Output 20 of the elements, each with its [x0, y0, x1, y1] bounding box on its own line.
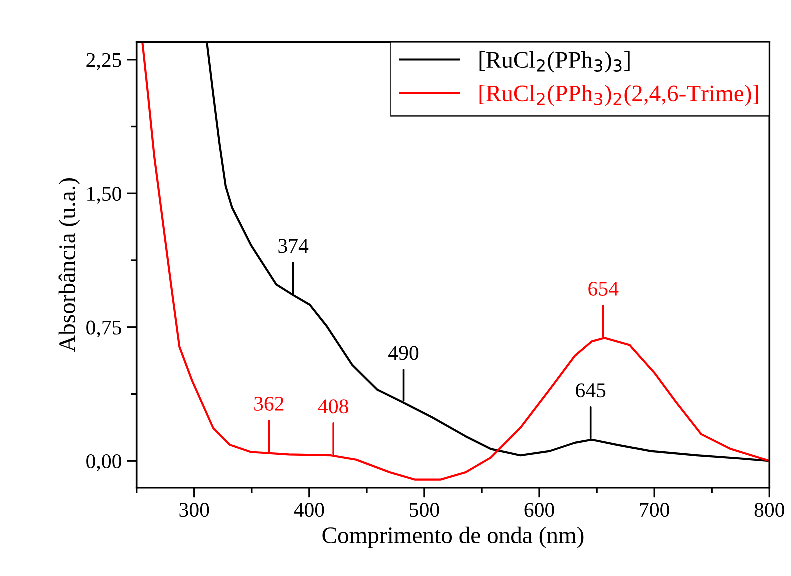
legend-label: [RuCl$_{2}$(PPh$_{3}$)$_{2}$(2,4,6-Trime)]	[480, 85, 758, 106]
annotation: 645	[576, 384, 606, 398]
legend-label: [RuCl$_{2}$(PPh$_{3}$)$_{3}$]	[480, 51, 630, 73]
y-axis-title: Absorbância (u.a.)	[58, 178, 80, 352]
x-tick-label: 400	[294, 503, 324, 518]
x-tick-label: 500	[410, 503, 440, 518]
annotation: 362	[254, 396, 284, 411]
x-axis-title: Comprimento de onda (nm)	[322, 526, 584, 548]
annotation: 654	[588, 282, 619, 296]
x-tick-label: 700	[640, 503, 670, 518]
y-tick-label: 1,50	[88, 187, 122, 204]
x-tick-label: 300	[180, 503, 210, 518]
annotation: 408	[318, 400, 348, 414]
y-tick-label: 2,25	[86, 53, 122, 70]
y-tick-label: 0,75	[86, 320, 122, 338]
x-tick-label: 800	[754, 503, 784, 518]
x-tick-label: 600	[524, 503, 554, 518]
annotation: 374	[278, 239, 309, 254]
annotation: 490	[388, 346, 419, 360]
y-tick-label: 0,00	[86, 454, 122, 472]
